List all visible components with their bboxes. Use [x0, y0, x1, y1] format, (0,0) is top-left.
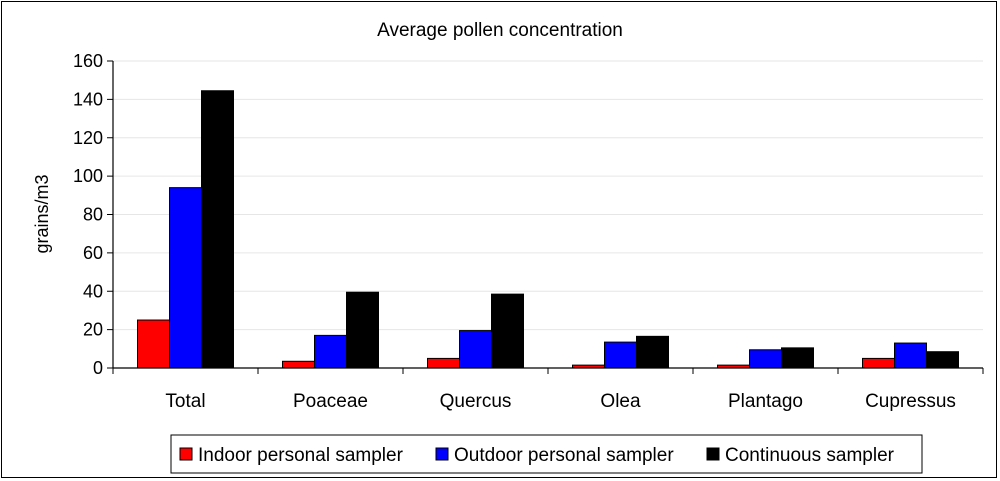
tick-labels: 0 20 40 60 80 100 120 140 160 Total Poaceae Quercus… [73, 51, 956, 412]
bars [137, 90, 959, 369]
bar [781, 347, 814, 369]
legend-swatch [435, 447, 449, 461]
x-tick-label: Cupressus [865, 391, 956, 412]
bar [137, 319, 170, 369]
chart-title: Average pollen concentration [377, 20, 623, 41]
legend-box [170, 434, 923, 474]
y-tick-label: 120 [73, 128, 103, 148]
x-tick-label: Total [165, 391, 205, 412]
legend-label: Outdoor personal sampler [454, 445, 674, 466]
y-tick-label: 60 [83, 243, 103, 263]
bar [749, 349, 782, 369]
y-tick-label: 100 [73, 166, 103, 186]
bar [169, 187, 202, 369]
legend-swatch [179, 447, 193, 461]
y-axis-label: grains/m3 [32, 174, 52, 253]
bar [314, 334, 347, 369]
bar [894, 342, 927, 369]
x-tick-label: Quercus [440, 391, 512, 412]
legend-label: Indoor personal sampler [198, 445, 404, 466]
bar [201, 90, 234, 369]
bar [491, 293, 524, 369]
gridlines [113, 60, 983, 331]
bar [282, 360, 315, 369]
bar [346, 291, 379, 369]
bar [604, 341, 637, 369]
legend-swatch [706, 447, 720, 461]
x-tick-label: Poaceae [293, 391, 368, 412]
y-tick-label: 0 [93, 358, 103, 378]
y-tick-label: 160 [73, 51, 103, 71]
y-tick-label: 40 [83, 281, 103, 301]
legend-label: Continuous sampler [725, 445, 895, 466]
bar [862, 357, 895, 369]
y-tick-label: 80 [83, 205, 103, 225]
x-tick-label: Plantago [728, 391, 803, 412]
y-tick-label: 20 [83, 320, 103, 340]
bar [926, 351, 959, 369]
legend: Indoor personal sampler Outdoor personal … [170, 434, 923, 474]
bar [636, 335, 669, 369]
axes [107, 60, 984, 374]
y-tick-label: 140 [73, 89, 103, 109]
bar [459, 330, 492, 369]
x-tick-label: Olea [600, 391, 641, 412]
bar [427, 357, 460, 369]
